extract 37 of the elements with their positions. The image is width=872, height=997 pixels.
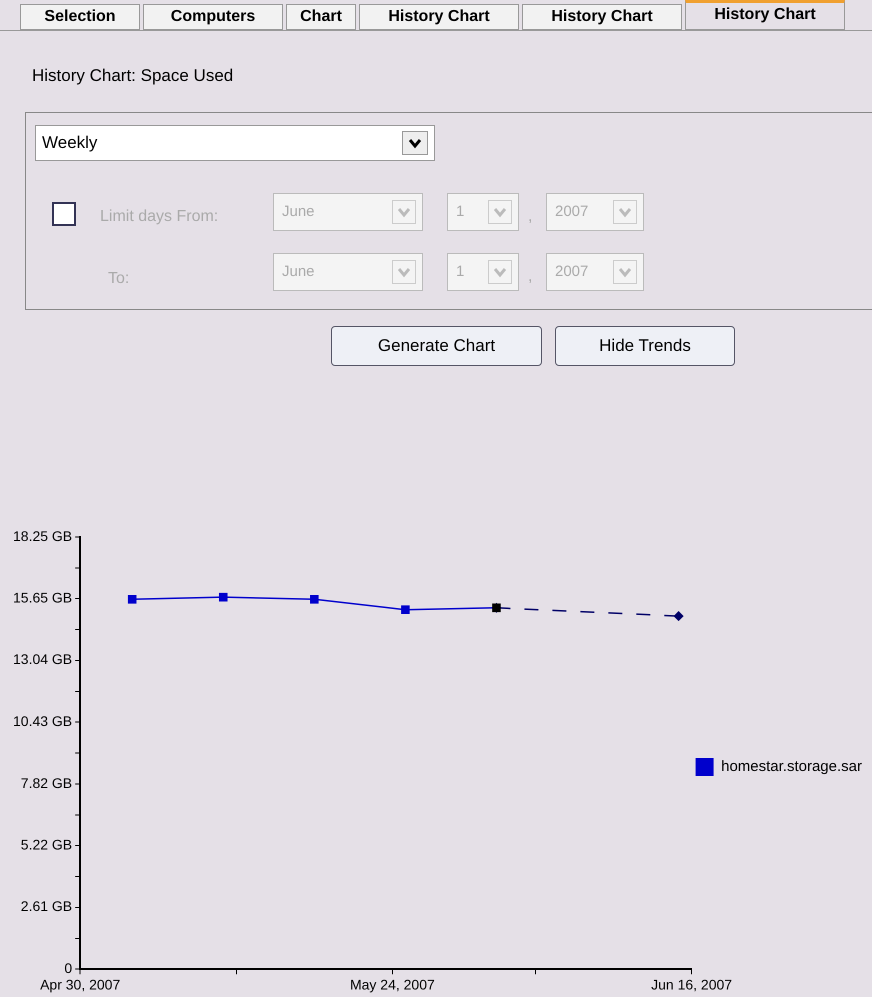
text: Chart	[286, 4, 356, 30]
x-tick-label: May 24, 2007	[350, 976, 436, 992]
point	[218, 592, 228, 602]
text: June	[273, 253, 423, 291]
x-tick-label: Apr 30, 2007	[40, 976, 120, 992]
text: ,	[528, 208, 532, 225]
point	[401, 605, 410, 614]
y-tick-label: 10.43 GB	[12, 713, 72, 730]
y-tick-label: 18.25 GB	[12, 528, 72, 544]
y-tick-label: 2.61 GB	[20, 898, 72, 914]
x-tick-label: Jun 16, 2007	[651, 976, 732, 992]
text: Selection	[20, 4, 140, 30]
y-tick-label: 0	[64, 960, 72, 976]
text: Computers	[143, 4, 283, 30]
chart-title: History Chart: Space Used	[32, 66, 234, 87]
text: History Chart	[522, 4, 682, 30]
point	[310, 595, 319, 604]
text: ,	[528, 268, 534, 287]
text: June	[273, 193, 423, 231]
point	[674, 611, 684, 621]
y-tick-label: 7.82 GB	[20, 774, 72, 791]
text: Hide Trends	[555, 326, 735, 366]
text: 2007	[546, 193, 644, 231]
text: History Chart	[359, 4, 519, 30]
text: Weekly	[35, 125, 435, 161]
text: Generate Chart	[331, 326, 542, 366]
legend-label: homestar.storage.sar	[721, 758, 862, 776]
y-tick-label: 13.04 GB	[12, 651, 72, 668]
text: To:	[108, 270, 130, 289]
y-tick-label: 5.22 GB	[20, 836, 72, 852]
point	[128, 595, 136, 604]
text: 2007	[546, 253, 644, 291]
text: History Chart	[685, 0, 845, 30]
y-tick-label: 15.65 GB	[12, 589, 72, 606]
text: 1	[447, 253, 519, 291]
text: Limit days From:	[100, 208, 220, 227]
text: 1	[447, 193, 519, 231]
